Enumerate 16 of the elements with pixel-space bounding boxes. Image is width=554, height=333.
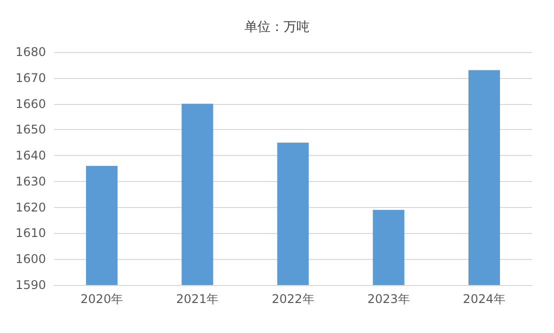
y-tick-label: 1670 <box>15 70 46 85</box>
x-tick-label: 2024年 <box>462 292 506 306</box>
y-tick-label: 1610 <box>15 226 46 240</box>
x-tick-label: 2021年 <box>176 292 219 306</box>
chart-title: 单位：万吨 <box>244 20 310 35</box>
x-tick-label: 2023年 <box>367 292 410 306</box>
y-tick-label: 1660 <box>15 96 46 111</box>
y-tick-label: 1640 <box>15 148 46 163</box>
x-tick-label: 2022年 <box>272 292 314 306</box>
y-tick-label: 1630 <box>15 174 46 188</box>
y-tick-label: 1650 <box>15 122 46 137</box>
y-tick-label: 1620 <box>15 200 46 214</box>
y-tick-label: 1680 <box>15 45 46 59</box>
x-tick-label: 2020年 <box>80 292 124 306</box>
y-tick-label: 1600 <box>15 252 46 266</box>
y-tick-label: 1590 <box>15 278 46 292</box>
